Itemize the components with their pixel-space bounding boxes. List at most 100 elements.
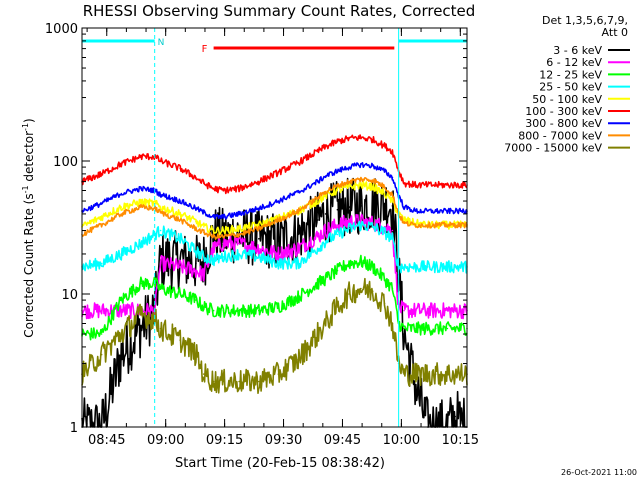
series-5-point-25 — [415, 184, 417, 186]
series-8-point-15 — [316, 333, 319, 335]
series-2-point-12 — [258, 309, 260, 312]
series-7-point-28 — [446, 224, 449, 226]
series-1-point-5 — [159, 262, 162, 265]
series-7-point-11 — [238, 233, 240, 236]
series-0-point-21 — [383, 202, 386, 205]
series-7-point-21 — [383, 186, 386, 188]
series-6-point-22 — [391, 176, 394, 179]
series-line-3 — [81, 220, 468, 274]
series-3-point-29 — [454, 266, 457, 268]
series-5-point-12 — [258, 180, 260, 183]
series-1-point-26 — [426, 309, 429, 312]
series-5-point-17 — [336, 140, 339, 143]
series-4-point-15 — [316, 200, 319, 202]
series-0-point-18 — [348, 206, 350, 208]
series-5-point-13 — [277, 171, 280, 174]
series-3-point-14 — [297, 262, 299, 265]
series-4-point-5 — [159, 206, 162, 208]
series-7-point-1 — [100, 224, 103, 226]
series-6-point-11 — [238, 213, 240, 215]
series-6-point-14 — [297, 191, 299, 194]
series-1-point-15 — [316, 235, 319, 238]
series-7-point-5 — [159, 211, 162, 214]
series-6-point-21 — [383, 170, 386, 172]
series-5-point-21 — [383, 145, 386, 147]
series-8-point-2 — [120, 333, 123, 335]
series-8-point-18 — [348, 293, 350, 295]
series-2-point-9 — [212, 309, 215, 312]
series-0-point-19 — [360, 205, 362, 207]
series-8-point-13 — [277, 373, 280, 375]
x-tick-label-3: 09:30 — [265, 433, 302, 448]
chart-title: RHESSI Observing Summary Count Rates, Co… — [83, 2, 476, 20]
series-7-point-17 — [336, 185, 339, 187]
series-6-point-8 — [203, 211, 205, 214]
series-4-point-22 — [391, 200, 394, 202]
legend-item-label-0: 3 - 6 keV — [553, 44, 602, 57]
series-6-point-28 — [446, 210, 449, 212]
series-7-point-22 — [391, 193, 394, 196]
series-4-point-7 — [195, 220, 197, 223]
series-2-point-18 — [348, 262, 350, 265]
series-2-point-20 — [371, 266, 374, 268]
series-7-point-3 — [140, 206, 142, 208]
series-5-point-20 — [371, 138, 374, 141]
series-line-5 — [81, 134, 468, 195]
series-8-point-24 — [403, 373, 405, 375]
series-3-point-13 — [277, 262, 280, 265]
series-7-point-25 — [415, 224, 417, 226]
series-2-point-8 — [203, 306, 205, 308]
series-2-point-2 — [120, 299, 123, 301]
series-8-point-17 — [336, 306, 339, 308]
series-4-point-3 — [140, 201, 142, 203]
series-8-point-19 — [360, 287, 362, 290]
series-8-point-9 — [212, 380, 215, 383]
series-7-point-4 — [153, 207, 156, 210]
series-1-point-9 — [212, 247, 215, 250]
series-7-point-27 — [434, 224, 437, 226]
series-1-point-16 — [324, 229, 327, 232]
series-2-point-19 — [360, 260, 362, 263]
series-3-point-3 — [140, 242, 142, 245]
series-6-point-26 — [426, 210, 429, 212]
series-6-point-18 — [348, 166, 350, 168]
series-1-point-18 — [348, 220, 350, 223]
series-6-point-29 — [454, 210, 457, 212]
series-7-point-10 — [222, 235, 225, 238]
series-4-point-12 — [258, 224, 260, 226]
series-6-point-13 — [277, 200, 280, 202]
series-6-point-10 — [222, 216, 225, 218]
legend-item-label-4: 50 - 100 keV — [532, 93, 602, 106]
series-2-point-26 — [426, 327, 429, 330]
y-tick-label-2: 100 — [53, 155, 78, 170]
series-5-point-22 — [391, 150, 394, 153]
x-axis-label: Start Time (20-Feb-15 08:38:42) — [175, 456, 385, 471]
series-4-point-24 — [403, 219, 405, 221]
series-2-point-3 — [140, 282, 142, 285]
series-3-point-1 — [100, 262, 103, 265]
series-5-point-7 — [195, 176, 197, 179]
series-6-point-3 — [140, 187, 142, 190]
plot-area: N F 1 10 100 1000 08:45 09:00 09:15 09:30 09:45 10… — [45, 22, 479, 448]
series-7-point-12 — [258, 227, 260, 230]
series-6-point-1 — [100, 202, 103, 205]
series-0-point-22 — [391, 205, 394, 207]
series-5-point-8 — [203, 182, 205, 185]
y-axis-label-end: ) — [22, 118, 36, 123]
series-0-point-7 — [195, 262, 197, 265]
y-axis-label-sup2: -1 — [21, 123, 30, 131]
series-0-point-2 — [120, 353, 123, 356]
series-3-point-5 — [159, 229, 162, 232]
series-0-point-13 — [277, 240, 280, 242]
series-6 — [81, 162, 468, 220]
x-tick-label-0: 08:45 — [88, 433, 125, 448]
series-5-point-11 — [238, 187, 240, 190]
x-tick-label-6: 10:15 — [442, 433, 479, 448]
series-8-point-6 — [179, 339, 181, 341]
series-line-2 — [81, 254, 468, 341]
series-6-point-20 — [371, 165, 374, 167]
series-1-point-6 — [179, 266, 181, 268]
series-5-point-9 — [212, 187, 215, 190]
series-3-point-12 — [258, 256, 260, 258]
